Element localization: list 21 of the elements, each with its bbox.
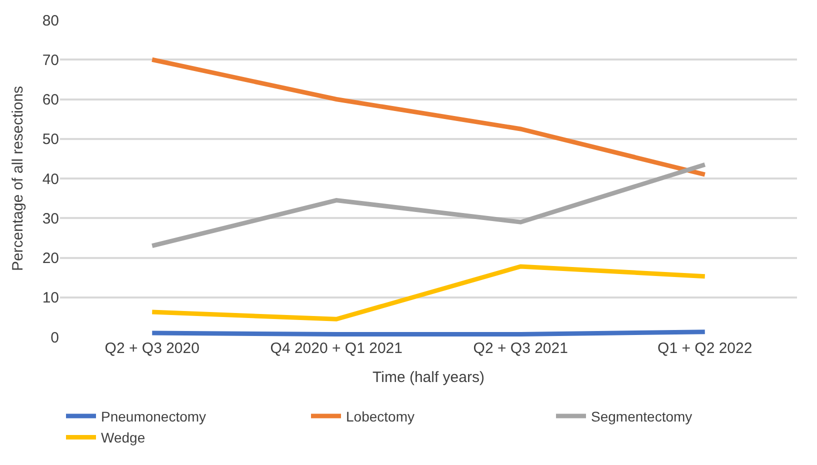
x-tick-label: Q4 2020 + Q1 2021 bbox=[270, 340, 402, 357]
legend-label: Pneumonectomy bbox=[101, 408, 206, 424]
y-tick-label: 30 bbox=[42, 210, 59, 228]
y-axis-title: Percentage of all resections bbox=[10, 86, 27, 272]
legend-label: Wedge bbox=[101, 430, 146, 446]
x-tick-label: Q2 + Q3 2021 bbox=[473, 340, 568, 357]
y-tick-label: 0 bbox=[50, 329, 59, 346]
y-tick-label: 50 bbox=[42, 131, 59, 148]
legend-label: Lobectomy bbox=[346, 408, 414, 424]
x-tick-label: Q2 + Q3 2020 bbox=[104, 340, 200, 357]
line-series bbox=[150, 162, 708, 248]
y-tick-label: 70 bbox=[42, 52, 59, 69]
y-tick-label: 10 bbox=[42, 290, 59, 307]
y-tick-label: 60 bbox=[42, 92, 59, 108]
x-tick-label: Q1 + Q2 2022 bbox=[658, 340, 752, 357]
y-tick-label: 80 bbox=[42, 12, 59, 30]
y-tick-label: 40 bbox=[42, 170, 59, 188]
x-axis-title: Time (half years) bbox=[372, 369, 484, 386]
y-tick-label: 20 bbox=[42, 250, 59, 267]
legend-label: Segmentectomy bbox=[591, 408, 692, 424]
line-series bbox=[150, 57, 708, 177]
